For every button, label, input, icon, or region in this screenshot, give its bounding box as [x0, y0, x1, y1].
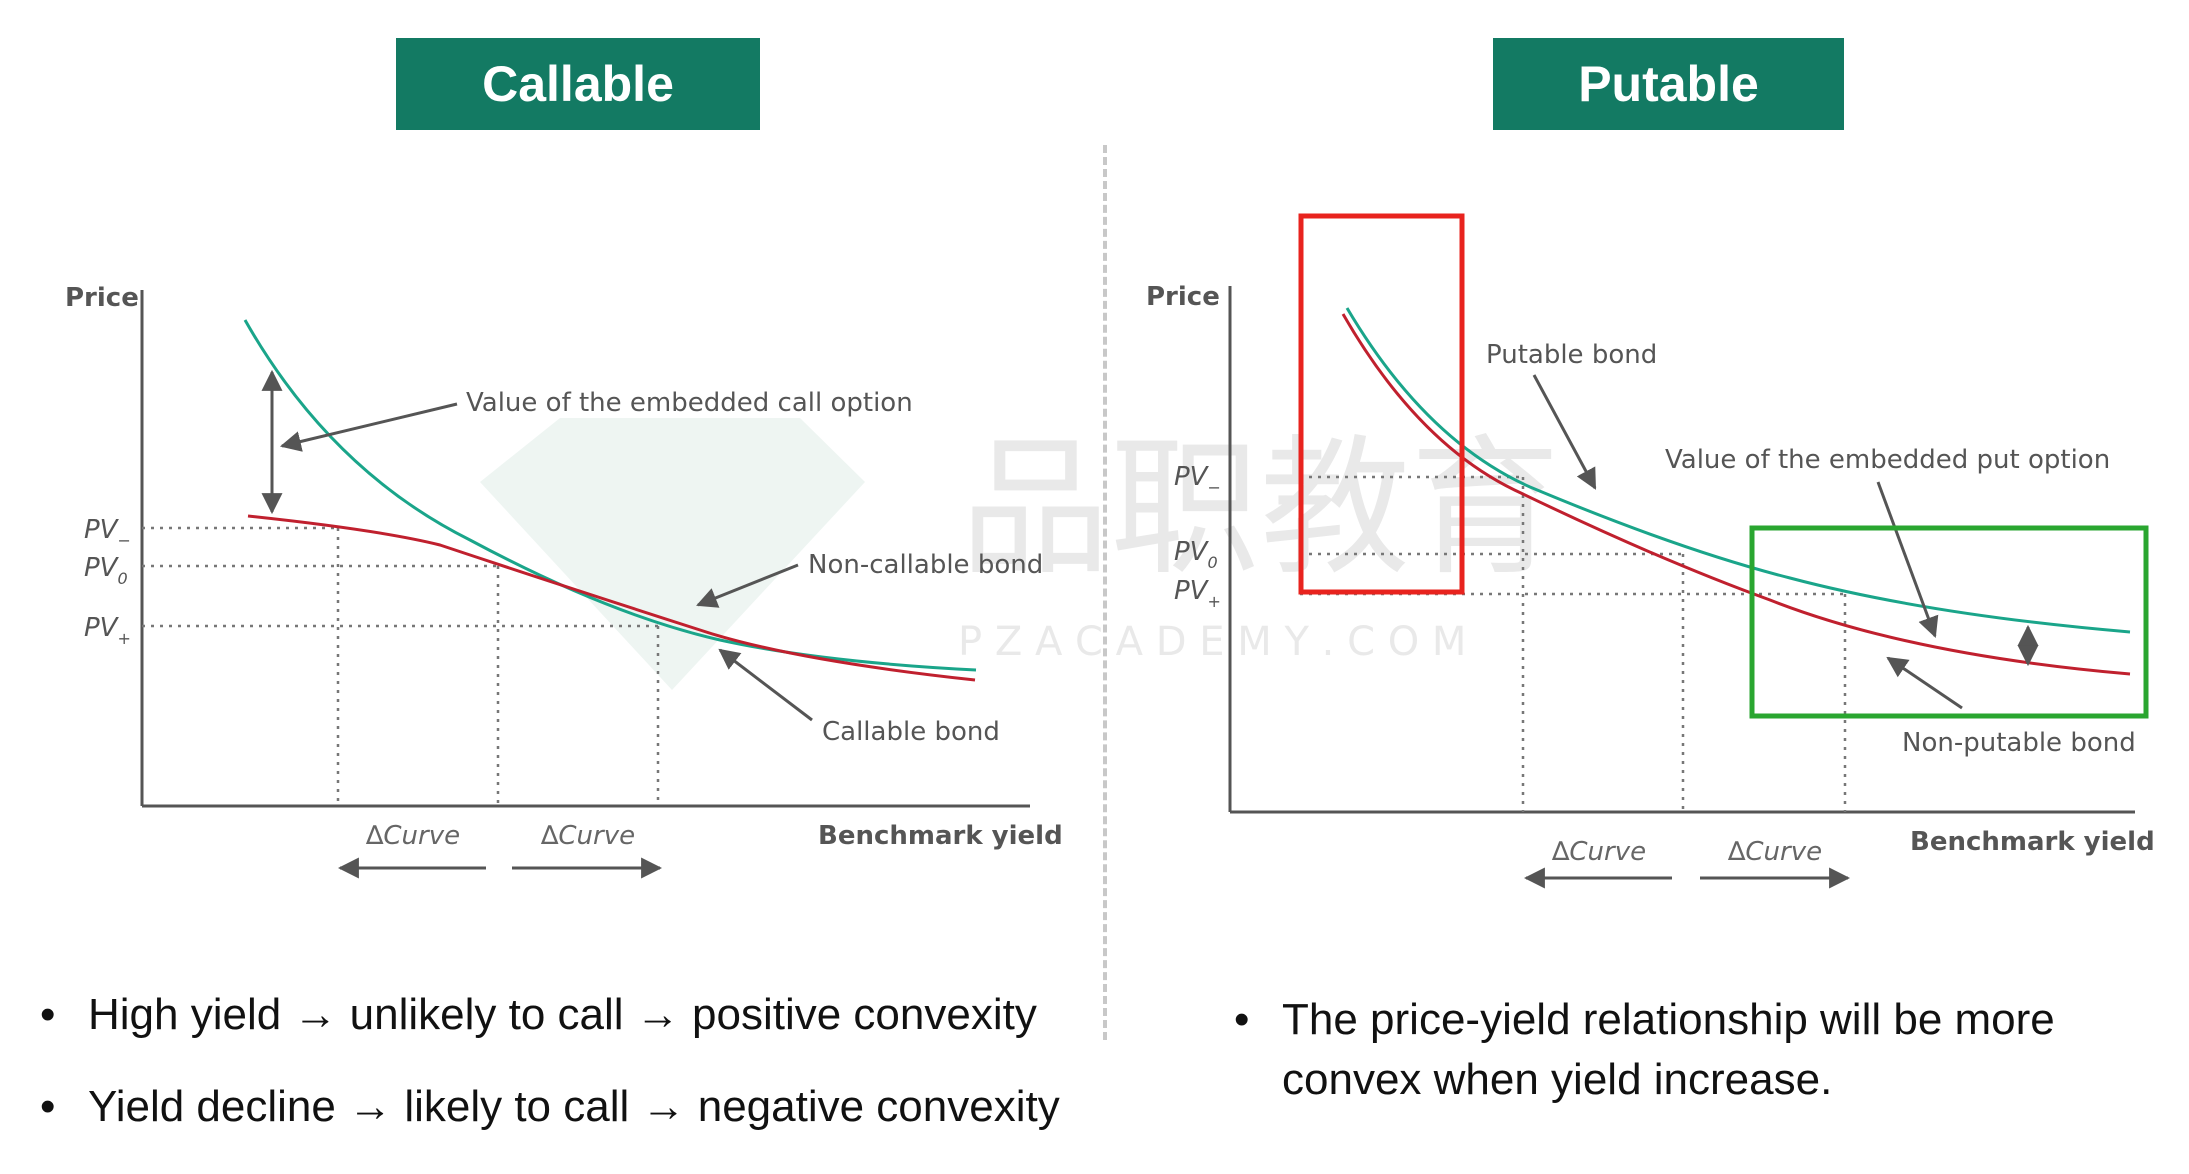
call-option-pointer	[279, 402, 458, 452]
non-callable-pointer	[696, 563, 799, 608]
watermark-latin-text: P Z A C A D E M Y . C O M	[958, 619, 1466, 665]
high-yield-highlight-box	[1749, 525, 2149, 719]
non-putable-bond-curve	[1341, 313, 2131, 676]
putable-y-axis-label: Price	[1146, 282, 1220, 312]
putable-pointer	[1532, 374, 1597, 490]
callable-pv-plus-label: PV+	[84, 613, 131, 648]
putable-x-axis-label: Benchmark yield	[1910, 827, 2155, 857]
putable-pv-plus-label: PV+	[1174, 576, 1221, 611]
callable-bullet-1: High yield → unlikely to call → positive…	[40, 990, 1120, 1082]
low-yield-highlight-box	[1298, 213, 1465, 595]
call-option-label: Value of the embedded call option	[466, 388, 913, 418]
callable-title: Callable	[396, 38, 760, 130]
callable-bond-label: Callable bond	[822, 717, 1000, 747]
putable-delta-curve-right-label: ∆Curve	[1727, 837, 1822, 867]
put-option-pointer	[1876, 481, 1939, 638]
callable-pointer	[718, 648, 813, 722]
panel-divider	[1103, 145, 1107, 1040]
watermark-diamond	[480, 418, 865, 690]
putable-delta-curve-left-label: ∆Curve	[1551, 837, 1646, 867]
put-option-label: Value of the embedded put option	[1665, 445, 2110, 475]
watermark-chinese-text: 品职教育	[960, 422, 1560, 596]
non-callable-bond-label: Non-callable bond	[808, 550, 1043, 580]
callable-x-axis-label: Benchmark yield	[818, 821, 1063, 851]
non-putable-pointer	[1886, 656, 1963, 710]
callable-delta-curve-left-label: ∆Curve	[365, 821, 460, 851]
putable-bond-label: Putable bond	[1486, 340, 1657, 370]
non-callable-bond-curve	[243, 319, 977, 672]
callable-pv-zero-label: PV0	[84, 553, 128, 588]
putable-pv-minus-label: PV−	[1174, 462, 1221, 497]
putable-chart: Price Benchmark yield Putable bond Value…	[1146, 213, 2155, 889]
putable-pv-zero-label: PV0	[1174, 537, 1218, 572]
putable-title: Putable	[1493, 38, 1844, 130]
callable-delta-curve-right-label: ∆Curve	[540, 821, 635, 851]
callable-bullet-list: High yield → unlikely to call → positive…	[40, 990, 1120, 1174]
callable-y-axis-label: Price	[65, 283, 139, 313]
callable-reference-lines	[142, 526, 660, 806]
putable-bond-curve	[1345, 307, 2131, 634]
putable-bullet-list: The price-yield relationship will be mor…	[1234, 990, 2134, 1110]
callable-bond-curve	[247, 514, 976, 682]
callable-chart: Price Benchmark yield Value of the embed…	[65, 283, 1063, 879]
callable-pv-minus-label: PV−	[84, 515, 131, 550]
non-putable-bond-label: Non-putable bond	[1902, 728, 2136, 758]
callable-bullet-2: Yield decline → likely to call → negativ…	[40, 1082, 1120, 1174]
putable-bullet-1: The price-yield relationship will be mor…	[1234, 990, 2134, 1110]
